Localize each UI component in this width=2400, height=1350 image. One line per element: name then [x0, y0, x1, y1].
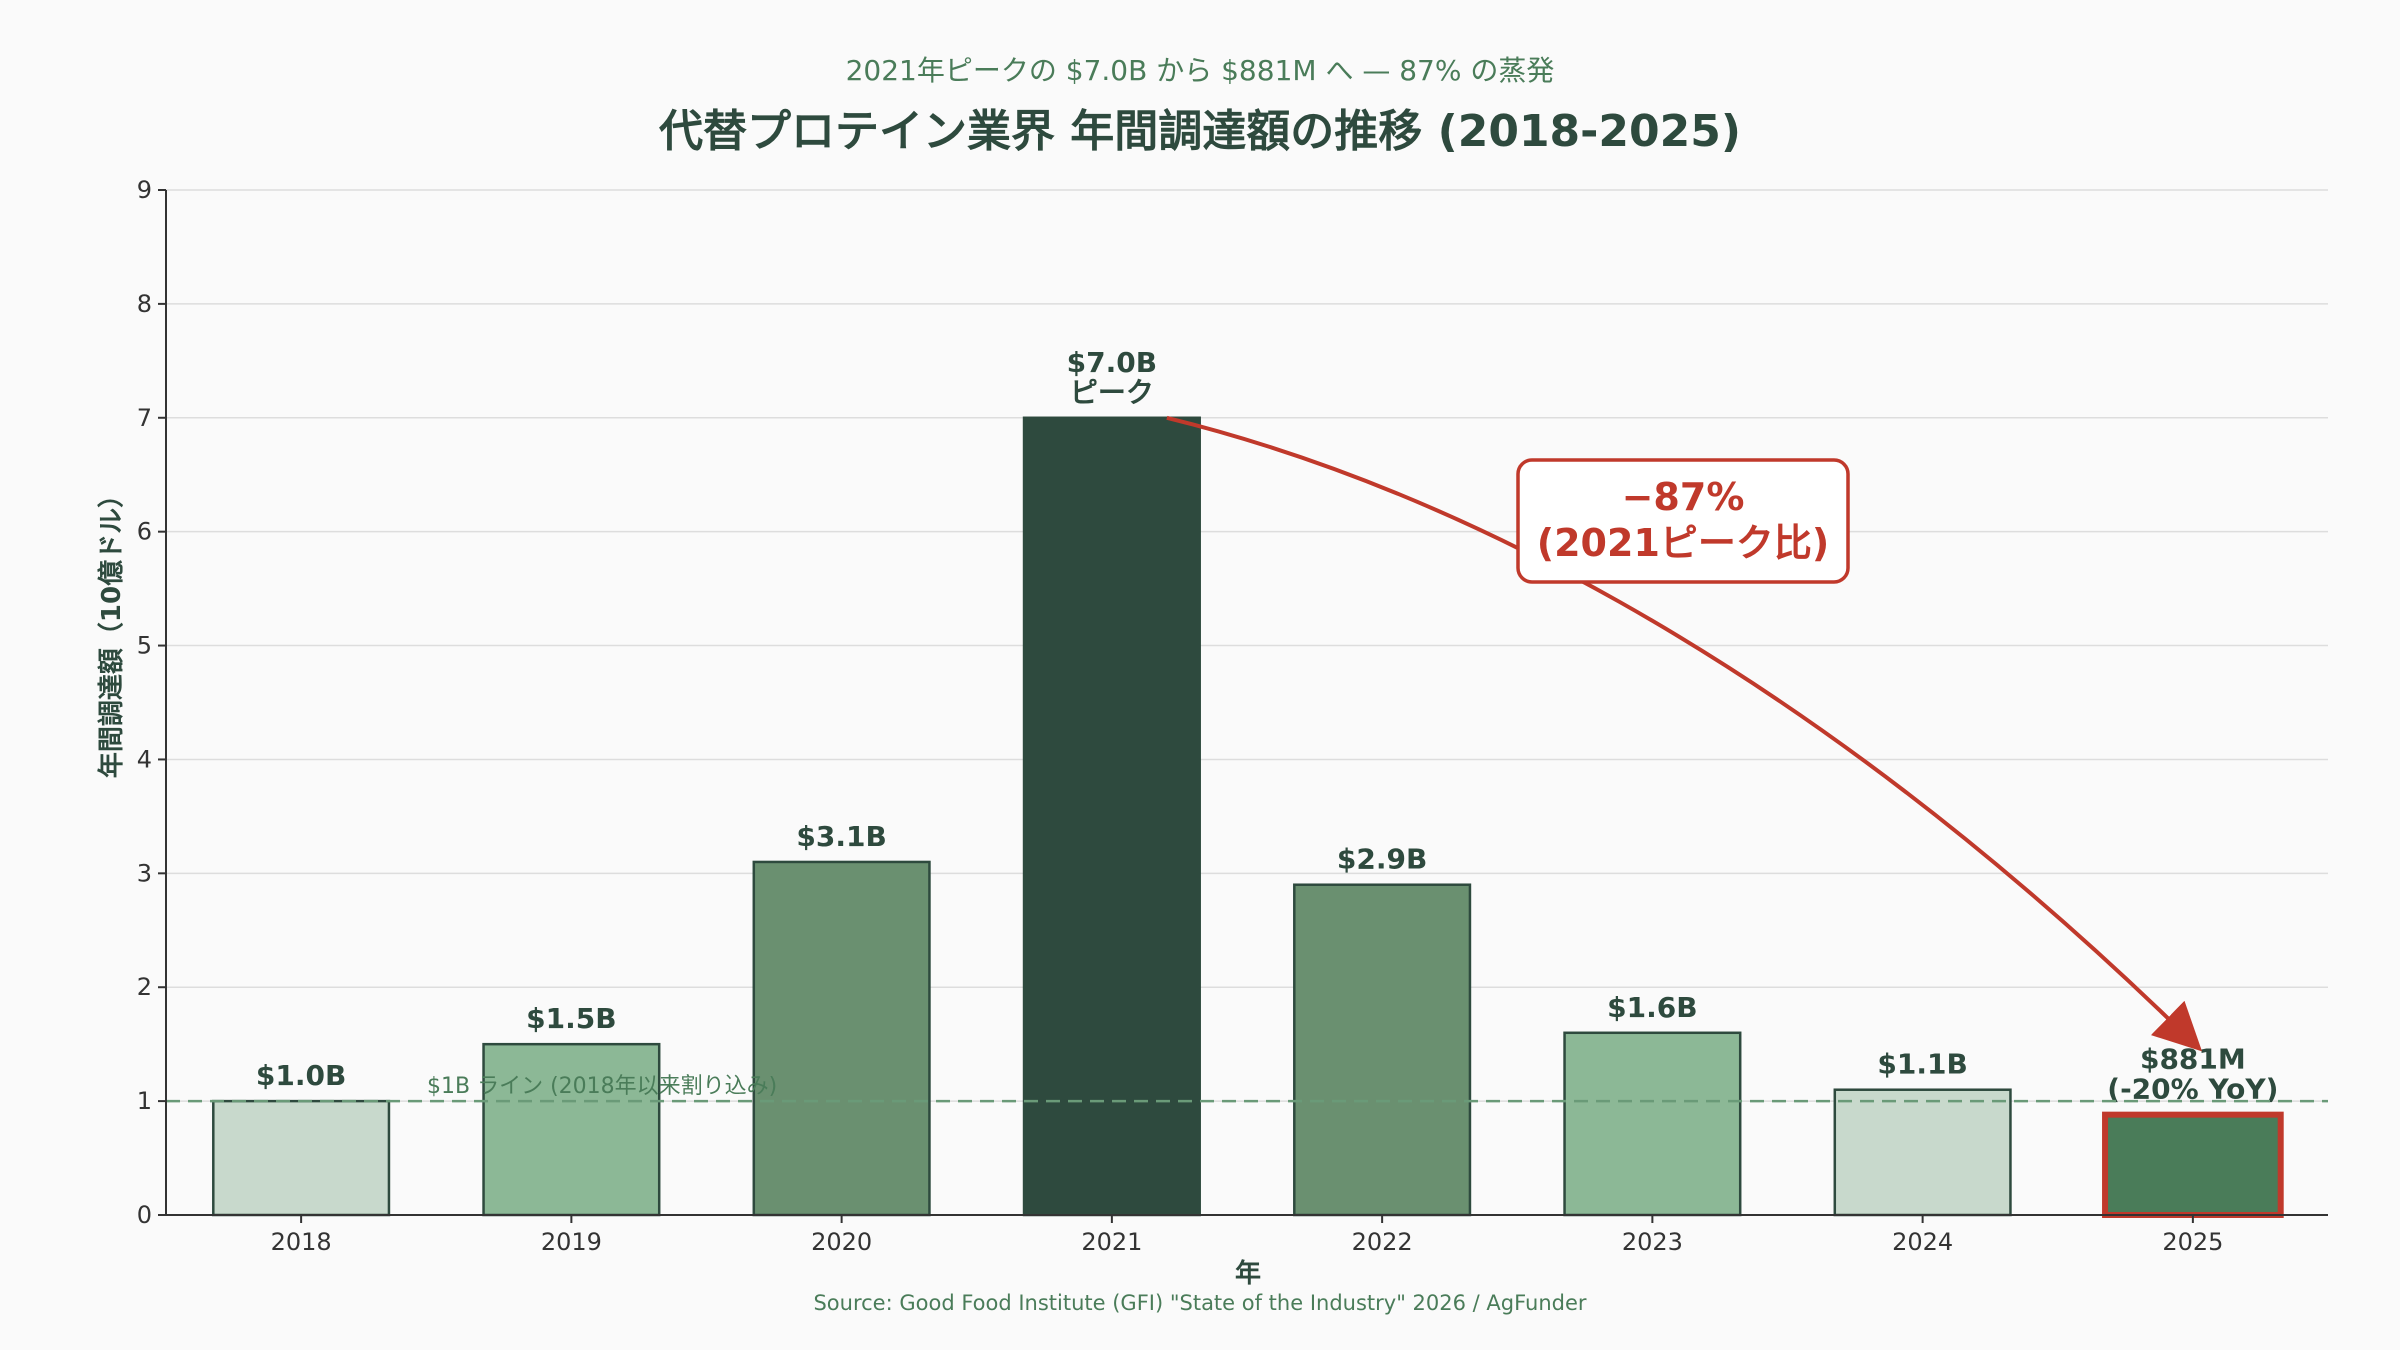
chart-title: 代替プロテイン業界 年間調達額の推移 (2018-2025)	[658, 106, 1741, 157]
x-tick-label: 2022	[1352, 1228, 1413, 1256]
bar-value-label: $1.1B	[1877, 1048, 1967, 1081]
bar-value-label: $7.0B	[1067, 346, 1157, 379]
bar-value-label: $881M	[2140, 1043, 2246, 1076]
x-tick-label: 2020	[811, 1228, 872, 1256]
y-tick-label: 2	[137, 973, 152, 1001]
annotation-percent: −87%	[1622, 475, 1745, 519]
x-tick-label: 2021	[1081, 1228, 1142, 1256]
bar-value-label: $1.0B	[256, 1059, 346, 1092]
ref-line-label: $1B ライン (2018年以来割り込み)	[427, 1074, 777, 1099]
chart-source: Source: Good Food Institute (GFI) "State…	[813, 1291, 1586, 1315]
bar-value-label: $1.6B	[1607, 991, 1697, 1024]
bar-value-label: $2.9B	[1337, 843, 1427, 876]
y-tick-label: 9	[137, 176, 152, 204]
y-axis-ticks: 0 1 2 3 4 5 6 7 8 9	[137, 176, 166, 1229]
y-tick-label: 5	[137, 632, 152, 660]
y-tick-label: 1	[137, 1087, 152, 1115]
y-tick-label: 3	[137, 859, 152, 887]
bar-value-label: $3.1B	[796, 820, 886, 853]
y-tick-label: 7	[137, 404, 152, 432]
y-axis-label: 年間調達額（10億ドル）	[96, 482, 127, 778]
x-tick-label: 2019	[541, 1228, 602, 1256]
bar	[1833, 1088, 2012, 1217]
annotation-basis: (2021ピーク比)	[1537, 521, 1830, 565]
bar	[752, 860, 931, 1217]
bar-value-label: ピーク	[1070, 376, 1154, 409]
bar	[1293, 883, 1472, 1217]
y-tick-label: 8	[137, 290, 152, 318]
x-tick-label: 2018	[271, 1228, 332, 1256]
x-tick-label: 2025	[2162, 1228, 2223, 1256]
bar	[1563, 1031, 1742, 1217]
x-axis-ticks: 2018 2019 2020 2021 2022 2023 2024 2025	[271, 1215, 2223, 1256]
y-tick-label: 4	[137, 745, 152, 773]
x-tick-label: 2024	[1892, 1228, 1953, 1256]
x-axis-label: 年	[1235, 1258, 1261, 1289]
y-tick-label: 0	[137, 1201, 152, 1229]
chart-subtitle: 2021年ピークの $7.0B から $881M へ — 87% の蒸発	[846, 54, 1555, 87]
bar	[482, 1042, 661, 1217]
bar	[2102, 1111, 2284, 1219]
bars	[212, 416, 2284, 1219]
annotation-box	[1516, 458, 1850, 584]
bar	[212, 1099, 391, 1217]
bar-value-label: $1.5B	[526, 1002, 616, 1035]
bar	[1022, 416, 1201, 1217]
decline-annotation: −87% (2021ピーク比)	[1516, 458, 1850, 584]
x-tick-label: 2023	[1622, 1228, 1683, 1256]
y-tick-label: 6	[137, 518, 152, 546]
decline-arrow	[1166, 415, 2203, 1052]
